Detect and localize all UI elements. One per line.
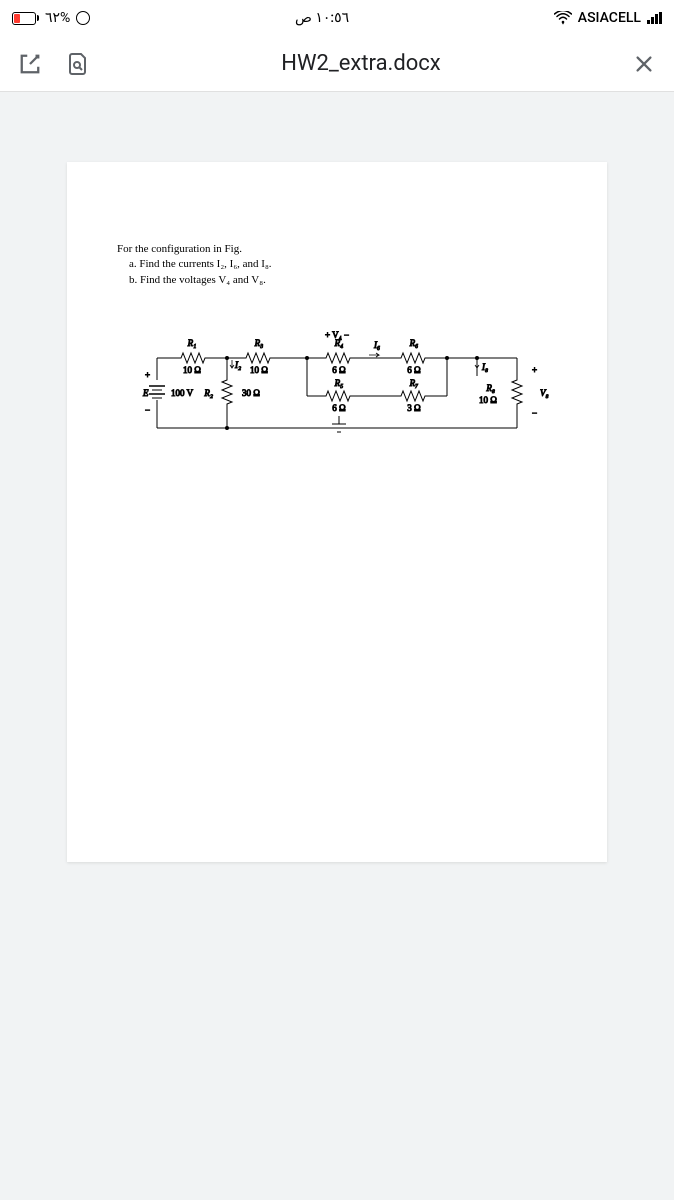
circuit-diagram: R₁ 10 Ω R₃ 10 Ω + V₄ − R₄ 6 Ω (137, 318, 557, 458)
svg-text:I₆: I₆ (373, 340, 380, 350)
close-icon[interactable] (630, 50, 658, 78)
content-area[interactable]: For the configuration in Fig. a. Find th… (0, 92, 674, 1200)
svg-text:R₁: R₁ (187, 338, 197, 348)
svg-text:R₇: R₇ (409, 378, 419, 388)
svg-text:I₈: I₈ (481, 362, 488, 372)
battery-fill (14, 14, 20, 23)
app-bar: HW2_extra.docx (0, 36, 674, 92)
carrier-label: ASIACELL (578, 10, 641, 26)
problem-part-b: b. Find the voltages V₄ and V₈. (117, 273, 557, 288)
open-external-icon[interactable] (16, 50, 44, 78)
svg-text:V₈: V₈ (540, 388, 549, 398)
svg-text:−: − (532, 408, 537, 418)
svg-text:+: + (532, 365, 537, 375)
svg-text:R₄: R₄ (334, 338, 344, 348)
dnd-icon (76, 11, 90, 25)
svg-text:+: + (145, 370, 150, 380)
svg-text:10 Ω: 10 Ω (479, 395, 497, 405)
problem-part-a: a. Find the currents I₂, I₆, and I₈. (117, 257, 557, 272)
svg-text:R₂: R₂ (203, 388, 213, 398)
signal-icon (647, 12, 662, 24)
svg-text:6 Ω: 6 Ω (332, 403, 346, 413)
svg-text:R₅: R₅ (334, 378, 344, 388)
doc-search-icon[interactable] (64, 50, 92, 78)
wifi-icon (554, 11, 572, 25)
svg-text:10 Ω: 10 Ω (250, 365, 268, 375)
svg-text:3 Ω: 3 Ω (407, 403, 421, 413)
svg-text:100 V: 100 V (171, 388, 194, 398)
app-title: HW2_extra.docx (112, 51, 610, 76)
svg-text:6 Ω: 6 Ω (332, 365, 346, 375)
svg-text:10 Ω: 10 Ω (183, 365, 201, 375)
svg-text:−: − (145, 405, 150, 415)
svg-text:E: E (142, 388, 149, 398)
document-page: For the configuration in Fig. a. Find th… (67, 162, 607, 862)
status-time: ١٠:٥٦ ص (295, 10, 349, 26)
problem-statement: For the configuration in Fig. a. Find th… (117, 242, 557, 288)
svg-text:R₃: R₃ (254, 338, 264, 348)
battery-icon (12, 12, 36, 25)
svg-text:R₈: R₈ (485, 383, 495, 393)
battery-percent: ٦٢% (45, 10, 70, 26)
problem-intro: For the configuration in Fig. (117, 242, 557, 257)
status-right: ASIACELL (554, 10, 662, 26)
status-bar: ٦٢% ١٠:٥٦ ص ASIACELL (0, 0, 674, 36)
svg-text:6 Ω: 6 Ω (407, 365, 421, 375)
battery-tip (37, 15, 39, 21)
status-left: ٦٢% (12, 10, 90, 26)
svg-text:30 Ω: 30 Ω (242, 388, 260, 398)
svg-text:R₆: R₆ (409, 338, 419, 348)
svg-text:I₂: I₂ (234, 360, 241, 370)
